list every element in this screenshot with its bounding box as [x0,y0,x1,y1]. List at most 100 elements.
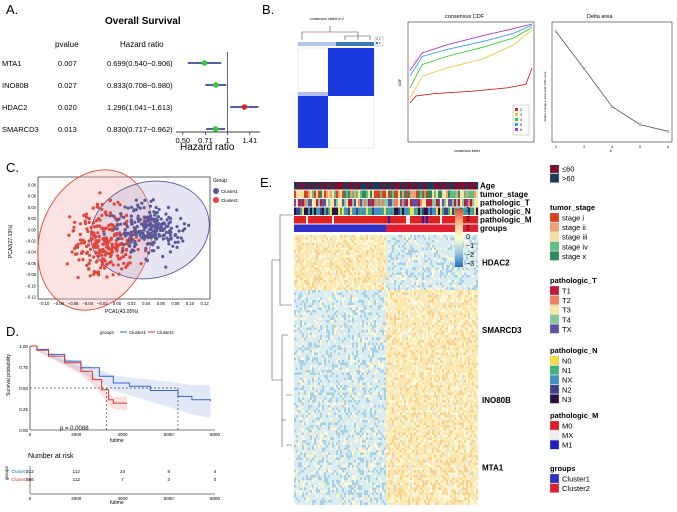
heatmap-cell [406,245,408,248]
annotation-cell [418,208,420,216]
heatmap-cell [418,330,420,333]
heatmap-cell [314,283,316,286]
heatmap-cell [412,323,414,326]
heatmap-cell [312,260,314,263]
heatmap-cell [370,315,372,318]
heatmap-cell [450,268,452,271]
heatmap-cell [404,280,406,283]
heatmap-cell [450,318,452,321]
heatmap-cell [328,265,330,268]
heatmap-cell [334,335,336,338]
heatmap-cell [416,318,418,321]
heatmap-cell [304,330,306,333]
heatmap-cell [344,273,346,276]
heatmap-cell [410,243,412,246]
annotation-cell [336,208,338,216]
annotation-cell [474,225,476,233]
heatmap-cell [366,263,368,266]
annotation-cell [408,225,410,233]
heatmap-cell [366,290,368,293]
heatmap-cell [306,315,308,318]
heatmap-cell [386,305,388,308]
heatmap-cell [446,293,448,296]
heatmap-cell [350,295,352,298]
heatmap-cell [402,320,404,323]
pca-point [154,236,157,239]
heatmap-cell [348,240,350,243]
heatmap-cell [294,280,296,283]
heatmap-cell [378,253,380,256]
heatmap-cell [414,310,416,313]
heatmap-cell [316,243,318,246]
heatmap-cell [436,335,438,338]
pca-point [104,211,107,214]
heatmap-cell [374,300,376,303]
delta-point [611,106,613,108]
heatmap-cell [308,273,310,276]
heatmap-cell [362,320,364,323]
heatmap-cell [470,270,472,273]
heatmap-cell [318,270,320,273]
annotation-cell [472,225,474,233]
heatmap-cell [438,305,440,308]
heatmap-cell [306,268,308,271]
heatmap-cell [342,290,344,293]
heatmap-cell [408,323,410,326]
heatmap-cell [392,303,394,306]
heatmap-cell [452,258,454,261]
heatmap-cell [366,273,368,276]
heatmap-cell [434,288,436,291]
heatmap-cell [448,263,450,266]
heatmap-cell [350,320,352,323]
heatmap-cell [466,328,468,331]
annotation-cell [438,191,440,199]
heatmap-cell [434,303,436,306]
heatmap-cell [368,285,370,288]
heatmap-cell [300,300,302,303]
heatmap-cell [326,250,328,253]
pca-point [115,219,118,222]
heatmap-cell [382,255,384,258]
heatmap-cell [310,273,312,276]
pca-point [151,217,154,220]
heatmap-cell [442,310,444,313]
heatmap-cell [384,300,386,303]
heatmap-cell [382,245,384,248]
heatmap-cell [440,273,442,276]
heatmap-cell [386,243,388,246]
delta-ylabel: relative change in area under CDF curve [543,71,547,122]
heatmap-cell [474,260,476,263]
heatmap-cell [342,295,344,298]
pca-point [151,224,154,227]
heatmap-cell [320,278,322,281]
annotation-cell [306,199,308,207]
heatmap-cell [394,288,396,291]
heatmap-cell [318,283,320,286]
heatmap-cell [346,293,348,296]
annotation-cell [446,191,448,199]
heatmap-cell [440,263,442,266]
heatmap-cell [318,280,320,283]
annotation-cell [440,191,442,199]
heatmap-cell [360,243,362,246]
heatmap-cell [374,253,376,256]
heatmap-cell [474,318,476,321]
heatmap-cell [428,275,430,278]
heatmap-cell [470,293,472,296]
heatmap-cell [424,260,426,263]
pca-point [180,236,183,239]
heatmap-cell [328,245,330,248]
heatmap-cell [356,258,358,261]
heatmap-cell [382,283,384,286]
heatmap-cell [444,263,446,266]
heatmap-cell [354,240,356,243]
heatmap-cell [412,283,414,286]
heatmap-cell [364,250,366,253]
annotation-cell [350,225,352,233]
heatmap-cell [412,293,414,296]
heatmap-cell [408,273,410,276]
heatmap-cell [424,258,426,261]
pca-point [92,245,95,248]
annotation-cell [360,225,362,233]
heatmap-cell [392,280,394,283]
